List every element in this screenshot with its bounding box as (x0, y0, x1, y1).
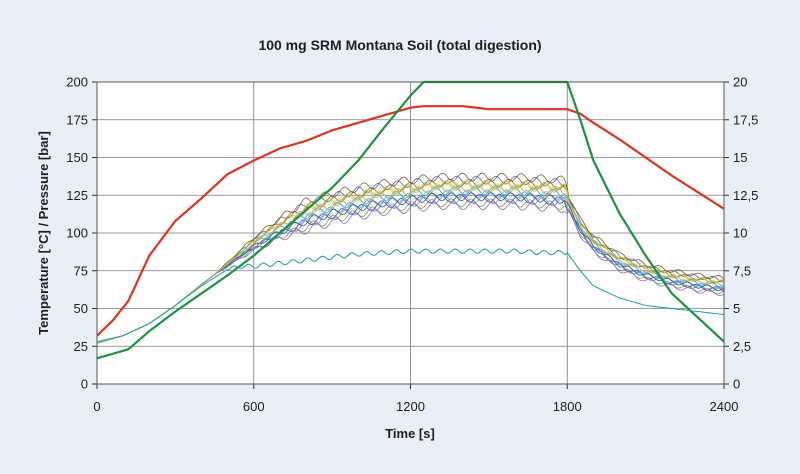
y2-tick-label: 10 (733, 226, 747, 241)
series-line (96, 80, 725, 360)
x-tick-label: 1800 (553, 399, 582, 414)
y-tick-label: 75 (74, 263, 88, 278)
y2-tick-label: 5 (733, 301, 740, 316)
y-axis-label: Temperature [°C] / Pressure [bar] (36, 131, 51, 335)
series-line (96, 105, 725, 337)
y2-tick-label: 7,5 (733, 263, 751, 278)
y2-tick-label: 15 (733, 150, 747, 165)
plot-border (96, 81, 725, 385)
series-lines (96, 80, 725, 360)
y-tick-label: 150 (66, 150, 88, 165)
vessel-lines (96, 172, 725, 344)
chart-title: 100 mg SRM Montana Soil (total digestion… (258, 37, 541, 53)
series-line (96, 248, 725, 343)
x-tick-label: 1200 (396, 399, 425, 414)
axes (92, 81, 729, 389)
gridlines (96, 81, 725, 385)
y-tick-label: 100 (66, 226, 88, 241)
y-tick-label: 175 (66, 112, 88, 127)
y-tick-label: 50 (74, 301, 88, 316)
y2-tick-label: 12,5 (733, 188, 758, 203)
vessel-line (96, 180, 725, 344)
y-tick-label: 25 (74, 339, 88, 354)
y2-tick-label: 0 (733, 377, 740, 392)
y-tick-label: 0 (81, 377, 88, 392)
x-tick-label: 600 (243, 399, 265, 414)
y-tick-label: 125 (66, 188, 88, 203)
y-tick-label: 200 (66, 75, 88, 90)
x-tick-label: 2400 (710, 399, 739, 414)
x-axis-label: Time [s] (385, 426, 435, 441)
x-tick-label: 0 (93, 399, 100, 414)
y2-tick-label: 2,5 (733, 339, 751, 354)
tick-labels: 025507510012515017520002,557,51012,51517… (66, 75, 758, 415)
y2-tick-label: 17,5 (733, 112, 758, 127)
y2-tick-label: 20 (733, 75, 747, 90)
